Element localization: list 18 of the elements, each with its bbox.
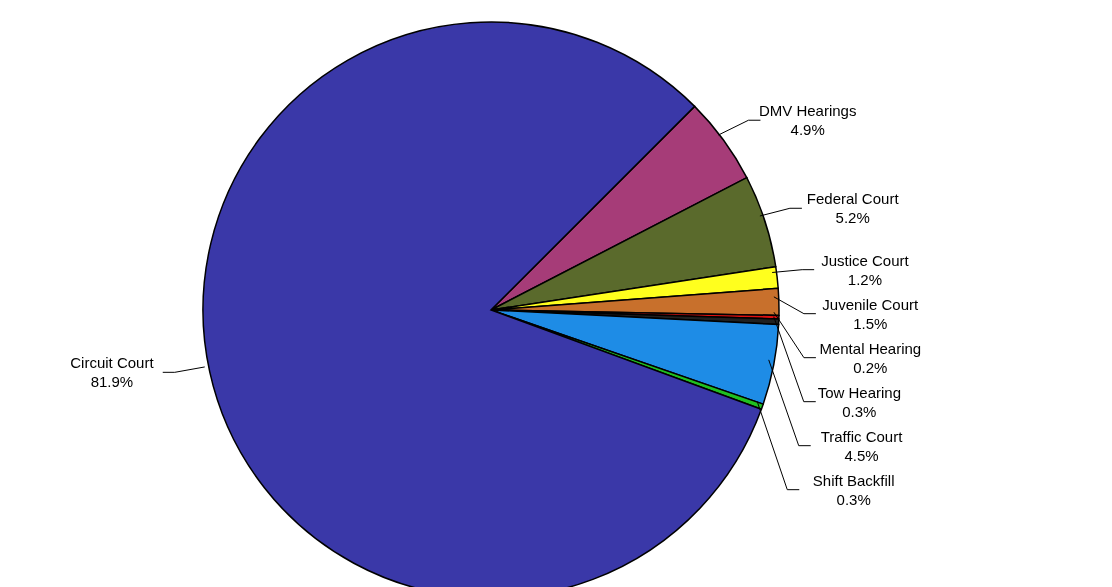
data-label: 0.3% [842,402,877,420]
data-label: 1.5% [853,314,888,332]
slice-label: Traffic Court [820,427,904,445]
data-label: 0.2% [853,358,888,376]
slice-label: Federal Court [806,190,900,208]
slice-label: Tow Hearing [817,383,902,401]
data-label: 81.9% [90,373,134,391]
data-label: 0.3% [836,490,871,508]
data-label: 5.2% [835,209,870,227]
slice-label: Justice Court [821,251,910,269]
data-label: 4.5% [844,446,879,464]
data-label: 1.2% [847,270,883,288]
slice-label: Circuit Court [70,354,155,372]
slice-label: DMV Hearings [758,102,857,120]
data-label: 4.9% [790,121,825,139]
slice-label: Shift Backfill [812,471,895,489]
slice-label: Mental Hearing [819,339,922,357]
slice-label: Juvenile Court [822,295,920,313]
